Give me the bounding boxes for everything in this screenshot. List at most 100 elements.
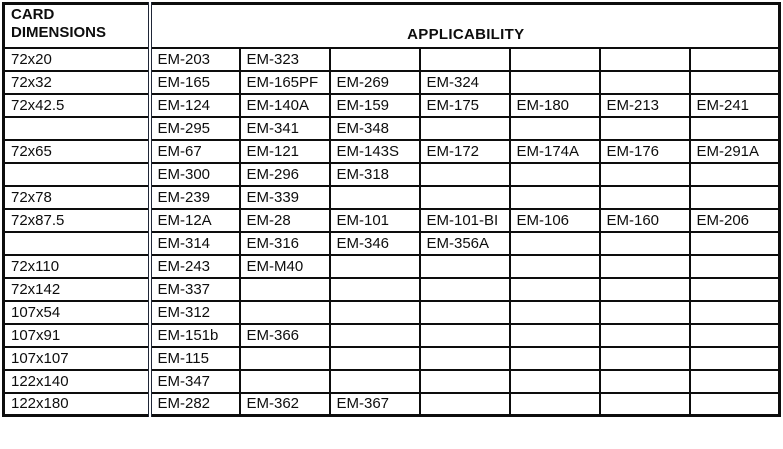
empty-cell [328,253,421,279]
applicability-table: CARD DIMENSIONS APPLICABILITY 72x20 EM-2… [2,2,782,418]
empty-cell [238,368,331,394]
header-row: CARD DIMENSIONS APPLICABILITY [2,2,781,49]
model-cell: EM-165 [148,69,241,95]
empty-cell [328,276,421,302]
empty-cell [418,115,511,141]
empty-cell [598,345,691,371]
model-cell: EM-28 [238,207,331,233]
model-cell: EM-M40 [238,253,331,279]
empty-cell [688,253,781,279]
model-cell: EM-180 [508,92,601,118]
dimension-cell: 122x180 [2,391,152,417]
table-row: 122x140 EM-347 [2,368,781,394]
empty-cell [598,299,691,325]
empty-cell [328,368,421,394]
dimension-cell [2,115,152,141]
empty-cell [508,391,601,417]
model-cell: EM-241 [688,92,781,118]
dimension-cell: 107x54 [2,299,152,325]
empty-cell [508,115,601,141]
model-cell: EM-106 [508,207,601,233]
model-cell: EM-346 [328,230,421,256]
empty-cell [328,46,421,72]
dimension-cell: 107x91 [2,322,152,348]
model-cell: EM-348 [328,115,421,141]
table-page-region: CARD DIMENSIONS APPLICABILITY 72x20 EM-2… [2,2,782,418]
empty-cell [688,69,781,95]
dimension-cell: 72x42.5 [2,92,152,118]
model-cell: EM-115 [148,345,241,371]
model-cell: EM-323 [238,46,331,72]
model-cell: EM-314 [148,230,241,256]
model-cell: EM-337 [148,276,241,302]
table-row: 72x78 EM-239 EM-339 [2,184,781,210]
table-row: 107x107 EM-115 [2,345,781,371]
empty-cell [598,69,691,95]
empty-cell [328,345,421,371]
empty-cell [418,299,511,325]
empty-cell [508,46,601,72]
empty-cell [238,276,331,302]
empty-cell [418,46,511,72]
model-cell: EM-324 [418,69,511,95]
model-cell: EM-356A [418,230,511,256]
empty-cell [508,253,601,279]
empty-cell [598,322,691,348]
empty-cell [688,368,781,394]
empty-cell [688,115,781,141]
model-cell: EM-300 [148,161,241,187]
table-row: 107x91 EM-151b EM-366 [2,322,781,348]
table-row: 107x54 EM-312 [2,299,781,325]
model-cell: EM-269 [328,69,421,95]
model-cell: EM-282 [148,391,241,417]
empty-cell [688,299,781,325]
empty-cell [238,345,331,371]
model-cell: EM-176 [598,138,691,164]
model-cell: EM-341 [238,115,331,141]
model-cell: EM-296 [238,161,331,187]
applicability-header: APPLICABILITY [148,2,781,49]
model-cell: EM-12A [148,207,241,233]
model-cell: EM-159 [328,92,421,118]
empty-cell [508,368,601,394]
model-cell: EM-124 [148,92,241,118]
empty-cell [418,276,511,302]
empty-cell [688,391,781,417]
empty-cell [418,322,511,348]
model-cell: EM-121 [238,138,331,164]
empty-cell [688,184,781,210]
model-cell: EM-143S [328,138,421,164]
dimension-cell: 72x32 [2,69,152,95]
model-cell: EM-243 [148,253,241,279]
dimension-cell: 72x142 [2,276,152,302]
table-row: 72x142 EM-337 [2,276,781,302]
empty-cell [508,345,601,371]
model-cell: EM-67 [148,138,241,164]
card-dimensions-line2: DIMENSIONS [11,24,107,42]
dimension-cell [2,230,152,256]
empty-cell [508,230,601,256]
empty-cell [508,161,601,187]
empty-cell [598,391,691,417]
model-cell: EM-175 [418,92,511,118]
dimension-cell: 122x140 [2,368,152,394]
empty-cell [418,161,511,187]
model-cell: EM-295 [148,115,241,141]
model-cell: EM-239 [148,184,241,210]
empty-cell [688,345,781,371]
empty-cell [598,161,691,187]
model-cell: EM-318 [328,161,421,187]
model-cell: EM-174A [508,138,601,164]
empty-cell [598,46,691,72]
model-cell: EM-206 [688,207,781,233]
model-cell: EM-140A [238,92,331,118]
table-row: 72x32 EM-165 EM-165PF EM-269 EM-324 [2,69,781,95]
empty-cell [418,391,511,417]
table-row: 72x42.5 EM-124 EM-140A EM-159 EM-175 EM-180 E… [2,92,781,118]
model-cell: EM-165PF [238,69,331,95]
empty-cell [598,115,691,141]
empty-cell [328,299,421,325]
dimension-cell: 72x65 [2,138,152,164]
empty-cell [418,253,511,279]
empty-cell [598,253,691,279]
